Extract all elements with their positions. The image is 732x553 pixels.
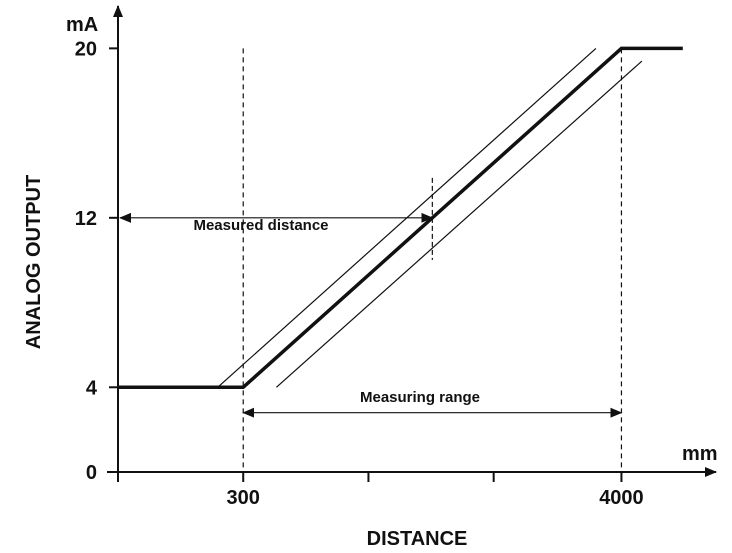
y-tick-label: 4 [86,377,98,399]
y-tick-label: 20 [75,38,97,60]
series-line-lower-tolerance [276,60,643,388]
y-axis-unit: mA [66,14,98,36]
x-tick-label: 300 [227,487,260,509]
measured-distance-label: Measured distance [193,217,328,234]
y-axis-title: ANALOG OUTPUT [23,175,45,349]
y-tick-label: 0 [86,462,97,484]
x-axis-title: DISTANCE [367,528,468,550]
ticks-layer: 0 4 12 20 300 4000 [75,38,644,509]
y-tick-label: 12 [75,208,97,230]
x-tick-label: 4000 [599,487,644,509]
x-axis-unit: mm [682,443,718,465]
annotation-layer [119,177,623,418]
measuring-range-label: Measuring range [360,389,480,406]
guides-layer [242,48,623,472]
